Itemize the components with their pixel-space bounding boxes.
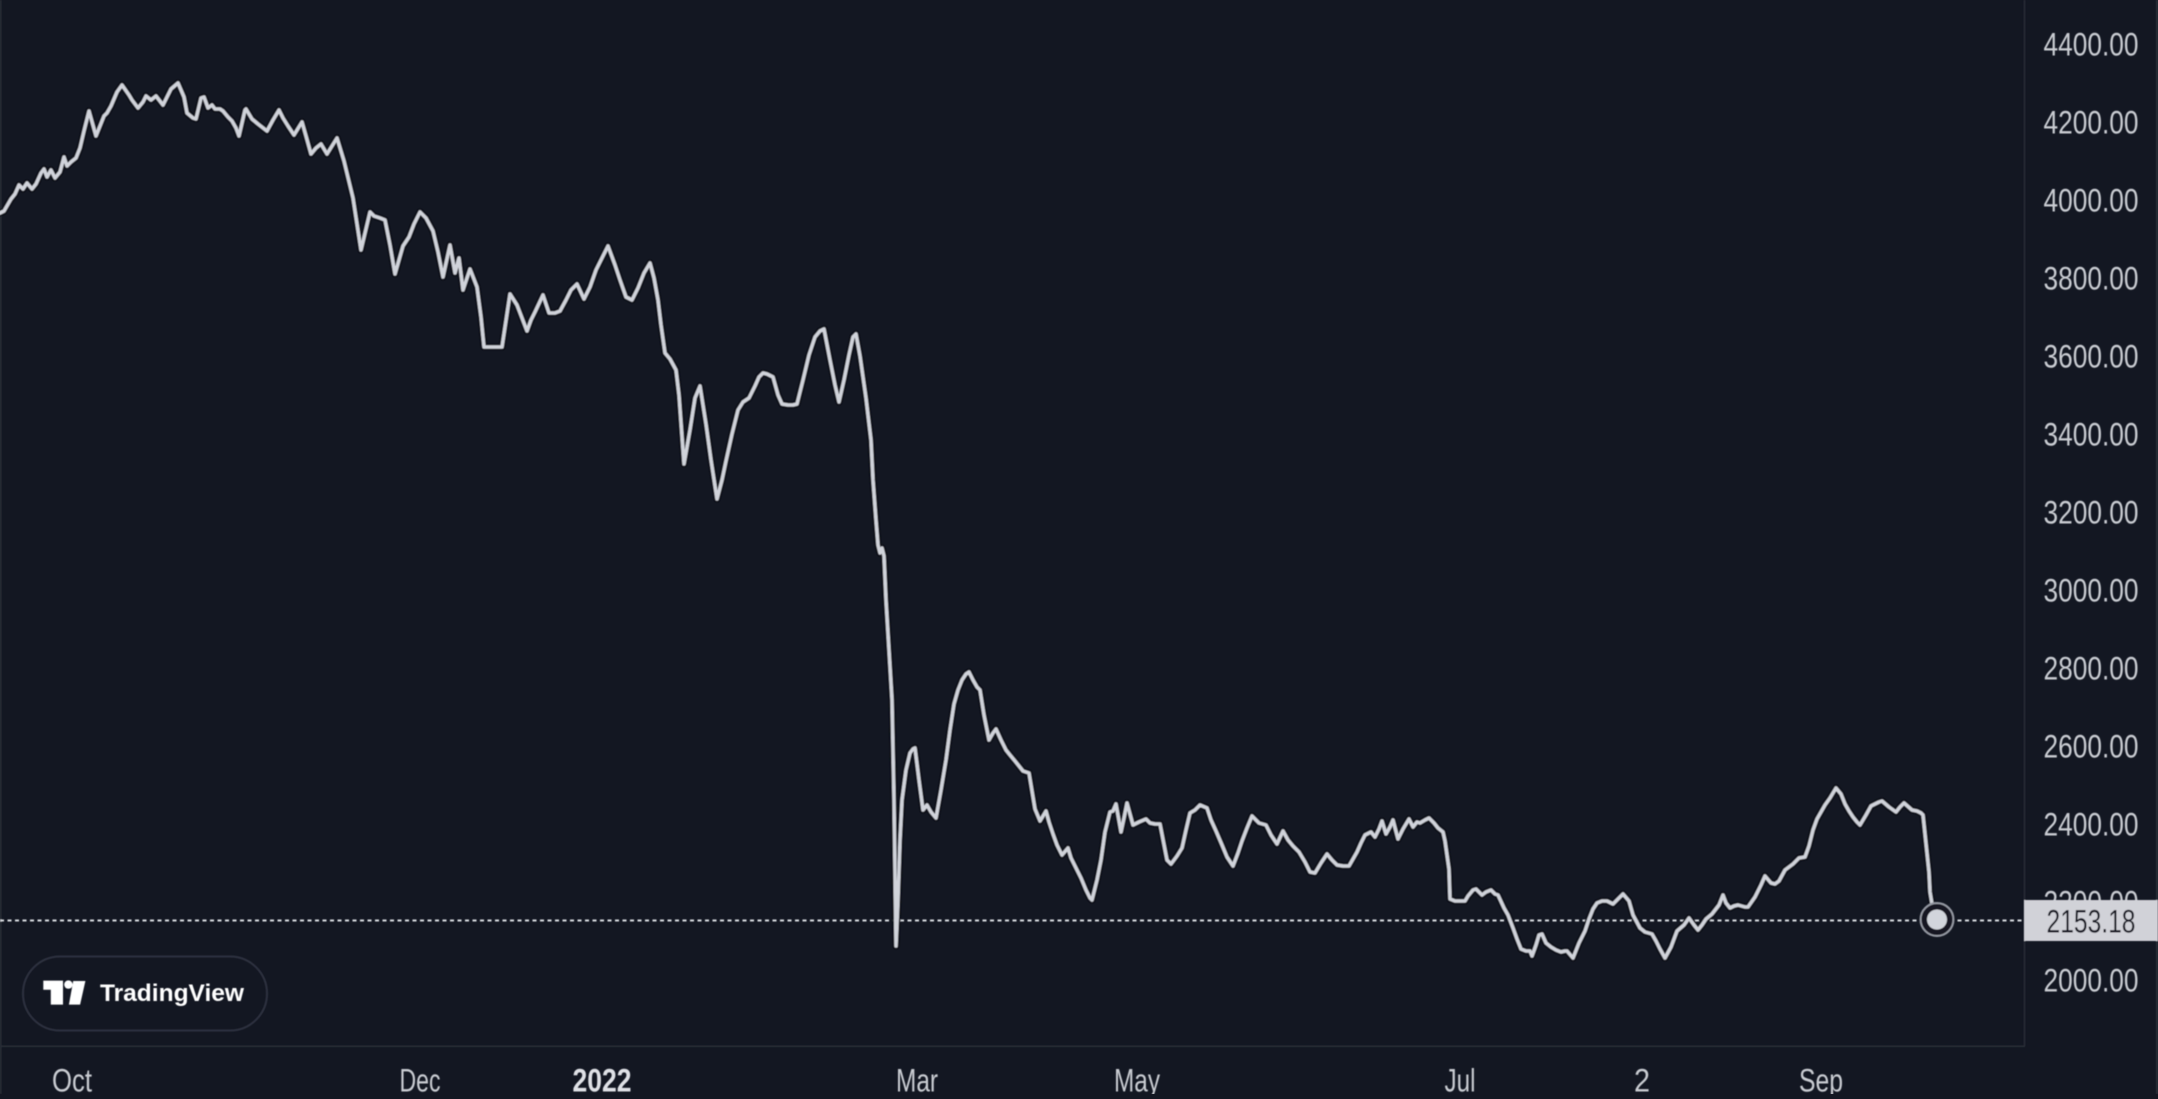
svg-text:3400.00: 3400.00	[2044, 417, 2139, 453]
svg-text:2022: 2022	[573, 1063, 632, 1095]
svg-text:Sep: Sep	[1799, 1063, 1843, 1095]
svg-text:4000.00: 4000.00	[2044, 183, 2139, 219]
svg-text:Jul: Jul	[1445, 1063, 1476, 1095]
svg-text:TradingView: TradingView	[100, 980, 244, 1007]
svg-text:4400.00: 4400.00	[2044, 27, 2139, 63]
svg-text:2000.00: 2000.00	[2044, 963, 2139, 999]
svg-text:3600.00: 3600.00	[2044, 339, 2139, 375]
svg-text:2153.18: 2153.18	[2047, 904, 2136, 940]
svg-text:4200.00: 4200.00	[2044, 105, 2139, 141]
svg-text:2400.00: 2400.00	[2044, 807, 2139, 843]
svg-text:May: May	[1114, 1063, 1160, 1095]
svg-text:Oct: Oct	[52, 1063, 92, 1095]
svg-text:Dec: Dec	[400, 1063, 441, 1095]
svg-text:3800.00: 3800.00	[2044, 261, 2139, 297]
svg-text:3000.00: 3000.00	[2044, 573, 2139, 609]
svg-text:2800.00: 2800.00	[2044, 651, 2139, 687]
svg-text:Mar: Mar	[896, 1063, 938, 1095]
svg-text:3200.00: 3200.00	[2044, 495, 2139, 531]
svg-text:2600.00: 2600.00	[2044, 729, 2139, 765]
svg-text:2: 2	[1634, 1063, 1650, 1095]
